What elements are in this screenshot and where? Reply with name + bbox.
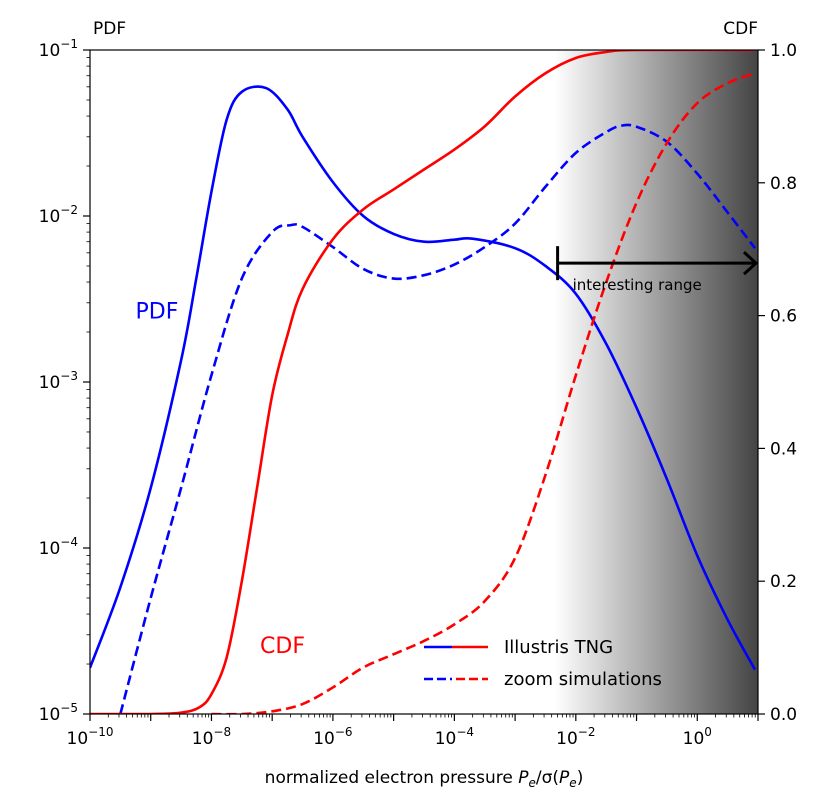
range-marker: interesting range bbox=[556, 246, 759, 294]
x-tick-label: 10−4 bbox=[435, 725, 474, 749]
legend-label-illustris: Illustris TNG bbox=[504, 637, 613, 658]
shaded-region bbox=[554, 50, 758, 714]
y-left-tick-label: 10−2 bbox=[39, 203, 78, 227]
series-pdf-illustris bbox=[90, 85, 757, 671]
y-left-tick-label: 10−4 bbox=[39, 535, 78, 559]
legend: Illustris TNG zoom simulations bbox=[424, 637, 662, 690]
y-right-tick-label: 0.2 bbox=[770, 572, 797, 592]
x-tick-label: 10−6 bbox=[313, 725, 352, 749]
series-cdf-illustris bbox=[90, 50, 755, 714]
annotation-cdf: CDF bbox=[260, 634, 305, 659]
series-pdf-zoom bbox=[119, 123, 756, 714]
range-marker-label: interesting range bbox=[573, 276, 702, 294]
legend-entry-zoom: zoom simulations bbox=[424, 669, 662, 690]
range-marker-arrowhead bbox=[742, 251, 759, 276]
y-left-tick-label: 10−5 bbox=[39, 701, 78, 725]
series-layer bbox=[90, 50, 757, 714]
annotation-pdf: PDF bbox=[136, 299, 179, 324]
x-tick-label: 10−8 bbox=[192, 725, 231, 749]
legend-label-zoom: zoom simulations bbox=[504, 669, 662, 690]
y-left-tick-label: 10−1 bbox=[39, 37, 78, 61]
y-right-label: CDF bbox=[723, 19, 758, 39]
y-right-tick-label: 0.4 bbox=[770, 439, 797, 459]
x-tick-label: 100 bbox=[683, 725, 712, 749]
y-left-tick-label: 10−3 bbox=[39, 369, 78, 393]
y-right-tick-label: 0.6 bbox=[770, 307, 797, 327]
series-cdf-zoom bbox=[211, 72, 756, 714]
x-tick-label: 10−10 bbox=[67, 725, 114, 749]
y-right-axis: 0.0 0.2 0.4 0.6 0.8 1.0 bbox=[758, 41, 797, 725]
y-left-label: PDF bbox=[93, 19, 126, 39]
x-axis-label: normalized electron pressure Pe/σ(Pe) bbox=[265, 768, 584, 790]
y-left-axis: 10−5 10−4 10−3 10−2 10−1 bbox=[39, 37, 90, 725]
x-axis: 10−10 10−8 10−6 10−4 10−2 100 bbox=[67, 714, 759, 749]
y-right-tick-label: 0.8 bbox=[770, 174, 797, 194]
y-right-tick-label: 0.0 bbox=[770, 705, 797, 725]
x-tick-label: 10−2 bbox=[556, 725, 595, 749]
y-right-tick-label: 1.0 bbox=[770, 41, 797, 61]
legend-entry-illustris: Illustris TNG bbox=[424, 637, 613, 658]
